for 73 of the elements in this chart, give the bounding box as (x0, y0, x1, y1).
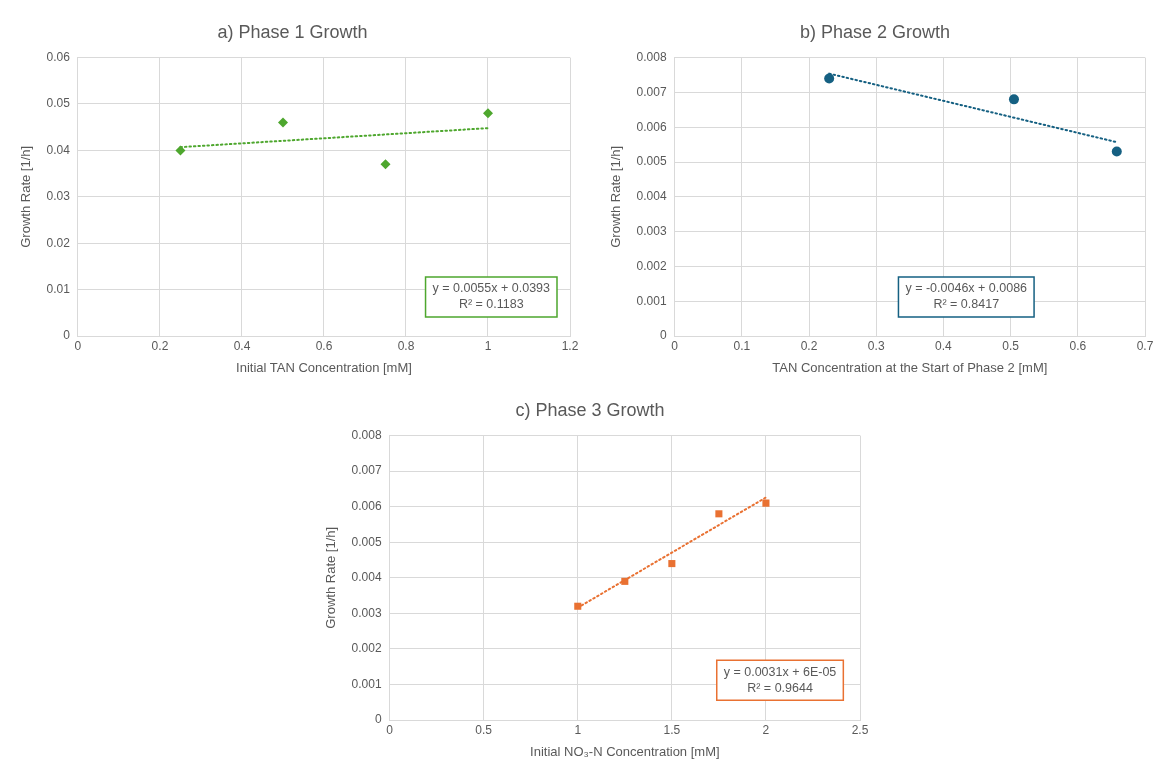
y-tick-label: 0 (63, 328, 71, 343)
y-tick-label: 0.04 (46, 142, 71, 157)
point (574, 602, 582, 610)
y-tick-label: 0.001 (636, 293, 667, 308)
point (1008, 94, 1019, 105)
y-axis-title: Growth Rate [1/h] (323, 526, 339, 629)
y-tick-label: 0.006 (351, 499, 382, 514)
y-tick-label: 0 (374, 712, 382, 727)
annotation: R² = 0.8417 (933, 297, 1000, 312)
point (380, 159, 391, 170)
point (715, 510, 723, 518)
y-tick-label: 0 (659, 328, 667, 343)
x-tick-label: 1.2 (561, 338, 579, 353)
x-tick-label: 0 (74, 338, 82, 353)
y-tick-label: 0.05 (46, 96, 71, 111)
x-tick-label: 0 (671, 338, 679, 353)
point (621, 577, 629, 585)
y-tick-label: 0.005 (351, 534, 382, 549)
x-tick-label: 0 (386, 722, 394, 737)
y-tick-label: 0.004 (351, 570, 382, 585)
y-tick-label: 0.002 (351, 641, 382, 656)
point (668, 560, 676, 568)
x-tick-label: 0.2 (800, 338, 818, 353)
x-tick-label: 0.1 (733, 338, 751, 353)
point (1111, 146, 1122, 157)
point (482, 108, 493, 119)
x-tick-label: 1 (484, 338, 492, 353)
x-tick-label: 2.5 (851, 722, 869, 737)
x-axis-title: Initial NO₃-N Concentration [mM] (530, 743, 720, 759)
x-tick-label: 1 (574, 722, 582, 737)
y-axis-title: Growth Rate [1/h] (18, 145, 34, 248)
x-tick-label: 0.5 (1002, 338, 1020, 353)
y-tick-label: 0.02 (46, 235, 71, 250)
x-tick-label: 2 (762, 722, 770, 737)
y-axis-title: Growth Rate [1/h] (608, 145, 624, 248)
y-tick-label: 0.06 (46, 49, 71, 64)
x-tick-label: 0.2 (151, 338, 169, 353)
y-tick-label: 0.002 (636, 258, 667, 273)
x-tick-label: 0.6 (315, 338, 333, 353)
x-tick-label: 0.8 (397, 338, 415, 353)
annotation: R² = 0.1183 (458, 297, 524, 312)
x-tick-label: 0.4 (935, 338, 953, 353)
x-tick-label: 0.3 (867, 338, 885, 353)
annotation: y = 0.0055x + 0.0393 (432, 281, 551, 296)
annotation: y = 0.0031x + 6E-05 (723, 664, 837, 679)
x-tick-label: 0.5 (475, 722, 493, 737)
x-axis-title: Initial TAN Concentration [mM] (236, 359, 412, 375)
x-tick-label: 1.5 (663, 722, 681, 737)
x-tick-label: 0.4 (233, 338, 251, 353)
y-tick-label: 0.007 (636, 84, 667, 99)
y-tick-label: 0.005 (636, 154, 667, 169)
y-tick-label: 0.008 (636, 49, 667, 64)
y-tick-label: 0.008 (351, 427, 382, 442)
y-tick-label: 0.007 (351, 463, 382, 478)
annotation: y = -0.0046x + 0.0086 (905, 281, 1028, 296)
x-tick-label: 0.7 (1136, 338, 1154, 353)
chart-title: c) Phase 3 Growth (515, 399, 665, 420)
y-tick-label: 0.003 (636, 223, 667, 238)
chart-title: a) Phase 1 Growth (217, 21, 368, 42)
y-tick-label: 0.001 (351, 676, 382, 691)
point (762, 499, 770, 507)
point (824, 73, 835, 84)
annotation: R² = 0.9644 (747, 680, 813, 695)
x-tick-label: 0.6 (1069, 338, 1087, 353)
y-tick-label: 0.003 (351, 605, 382, 620)
chart-title: b) Phase 2 Growth (799, 21, 951, 42)
y-tick-label: 0.004 (636, 189, 667, 204)
point (175, 145, 186, 156)
point (277, 117, 288, 128)
y-tick-label: 0.01 (46, 281, 71, 296)
y-tick-label: 0.006 (636, 119, 667, 134)
y-tick-label: 0.03 (46, 189, 71, 204)
x-axis-title: TAN Concentration at the Start of Phase 2 [mM] (772, 359, 1048, 375)
